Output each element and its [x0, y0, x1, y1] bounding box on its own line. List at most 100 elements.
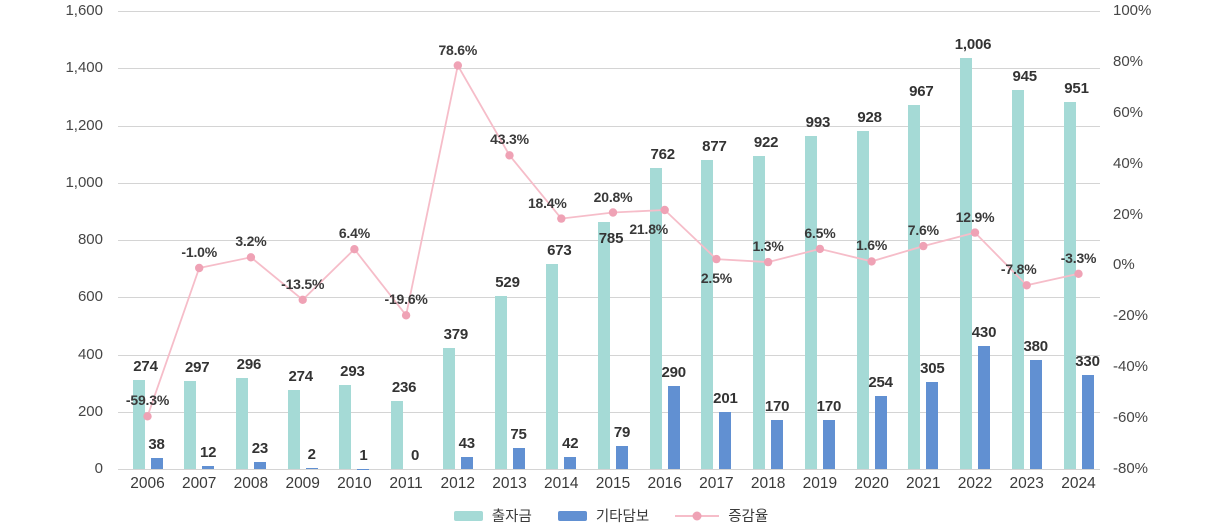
bar-gitadambo	[616, 446, 628, 469]
y-axis-label-right: -40%	[1113, 358, 1149, 376]
legend-item-chuljagum: 출자금	[453, 505, 532, 526]
rate-value-label: 2.5%	[700, 270, 732, 287]
bar-value-label-gitadambo: 43	[458, 434, 476, 452]
bar-value-label-chuljagum: 1,006	[954, 35, 992, 53]
bar-chuljagum	[1063, 102, 1076, 469]
rate-dot	[815, 244, 825, 254]
bar-value-label-gitadambo: 79	[613, 424, 631, 442]
bar-value-label-chuljagum: 785	[598, 229, 624, 247]
bar-chuljagum	[908, 104, 921, 469]
bar-chuljagum	[339, 384, 352, 469]
rate-value-label: 6.5%	[804, 224, 836, 241]
bar-chuljagum	[753, 156, 766, 469]
y-axis-label-left: 600	[77, 288, 103, 306]
rate-dot	[1074, 269, 1083, 278]
bar-value-label-chuljagum: 673	[547, 242, 572, 260]
bar-value-label-gitadambo: 430	[971, 323, 997, 341]
x-axis-label: 2011	[389, 475, 423, 492]
y-axis-label-right: -60%	[1113, 409, 1149, 427]
bar-chuljagum	[701, 160, 714, 469]
bar-chuljagum	[546, 264, 559, 469]
legend-label-rate: 증감율	[728, 509, 769, 525]
bar-chuljagum	[391, 401, 404, 469]
bar-value-label-chuljagum: 297	[184, 358, 210, 376]
y-axis-label-left: 0	[94, 460, 103, 477]
x-axis-label: 2014	[544, 475, 579, 492]
bar-chuljagum	[442, 348, 455, 469]
bar-gitadambo	[978, 345, 990, 469]
bar-gitadambo	[926, 381, 939, 469]
legend-label-gitadambo: 기타담보	[595, 509, 650, 525]
grid-line	[118, 68, 1100, 70]
rate-value-label: 3.2%	[235, 233, 267, 250]
rate-value-label: -19.6%	[384, 291, 428, 308]
x-axis-label: 2013	[492, 475, 527, 492]
bar-value-label-chuljagum: 945	[1012, 67, 1037, 85]
bar-value-label-gitadambo: 290	[661, 364, 686, 381]
bar-gitadambo	[822, 420, 835, 469]
bar-value-label-gitadambo: 0	[411, 447, 420, 464]
y-axis-label-left: 800	[77, 231, 103, 248]
x-axis-label: 2008	[233, 475, 269, 492]
bar-chuljagum	[598, 221, 610, 469]
rate-line-icon	[675, 511, 720, 520]
bar-chuljagum	[235, 377, 248, 469]
grid-line	[118, 182, 1100, 184]
bar-value-label-chuljagum: 877	[702, 138, 727, 156]
bar-gitadambo	[1029, 360, 1042, 469]
rate-dot	[1022, 281, 1031, 290]
bar-value-label-gitadambo: 23	[251, 440, 269, 458]
y-axis-label-left: 200	[77, 402, 103, 420]
bar-gitadambo	[667, 386, 680, 469]
y-axis-label-left: 1,400	[65, 59, 103, 77]
bar-gitadambo	[874, 396, 887, 469]
legend-item-gitadambo: 기타담보	[557, 505, 650, 526]
legend-label-chuljagum: 출자금	[491, 509, 532, 525]
rate-value-label: -3.3%	[1060, 249, 1097, 266]
y-axis-label-left: 400	[77, 345, 103, 363]
bar-chuljagum	[804, 136, 817, 469]
x-axis-label: 2024	[1061, 475, 1096, 492]
legend: 출자금 기타담보 증감율	[0, 505, 1222, 526]
rate-value-label: 6.4%	[338, 225, 370, 242]
bar-value-label-gitadambo: 201	[713, 389, 738, 407]
x-axis-label: 2021	[906, 475, 941, 492]
bar-chuljagum	[960, 57, 972, 469]
y-axis-label-right: 80%	[1113, 52, 1144, 70]
rate-dot	[660, 205, 669, 215]
rate-dot	[557, 214, 566, 223]
bar-value-label-chuljagum: 274	[133, 357, 158, 375]
y-axis-label-left: 1,600	[65, 2, 103, 19]
bar-value-label-gitadambo: 1	[359, 446, 368, 464]
bar-value-label-chuljagum: 928	[857, 108, 882, 126]
bar-value-label-gitadambo: 75	[510, 425, 527, 443]
rate-value-label: 43.3%	[490, 131, 529, 148]
rate-dot	[712, 254, 721, 264]
rate-value-label: 7.6%	[907, 222, 939, 239]
x-axis-label: 2019	[802, 475, 838, 492]
x-axis-label: 2010	[337, 475, 372, 492]
bar-value-label-gitadambo: 38	[148, 436, 165, 454]
bar-gitadambo	[1081, 374, 1094, 469]
x-axis-label: 2022	[957, 475, 993, 492]
rate-dot	[350, 245, 359, 254]
bar-value-label-chuljagum: 529	[495, 274, 520, 292]
bar-gitadambo	[202, 465, 215, 469]
bar-value-label-gitadambo: 170	[764, 398, 790, 416]
bar-value-label-gitadambo: 2	[307, 446, 316, 464]
bar-value-label-gitadambo: 254	[868, 374, 893, 392]
rate-value-label: 21.8%	[629, 221, 669, 237]
bar-value-label-chuljagum: 993	[805, 114, 831, 132]
bar-value-label-chuljagum: 274	[288, 368, 313, 385]
rate-value-label: -59.3%	[125, 392, 170, 409]
y-axis-label-right: 60%	[1113, 103, 1144, 121]
bar-chuljagum	[649, 167, 662, 469]
chuljagum-swatch-icon	[453, 510, 483, 521]
bar-value-label-gitadambo: 380	[1023, 338, 1048, 356]
y-axis-label-right: -80%	[1113, 460, 1149, 477]
x-axis-label: 2012	[440, 475, 476, 492]
bar-gitadambo	[512, 447, 525, 469]
